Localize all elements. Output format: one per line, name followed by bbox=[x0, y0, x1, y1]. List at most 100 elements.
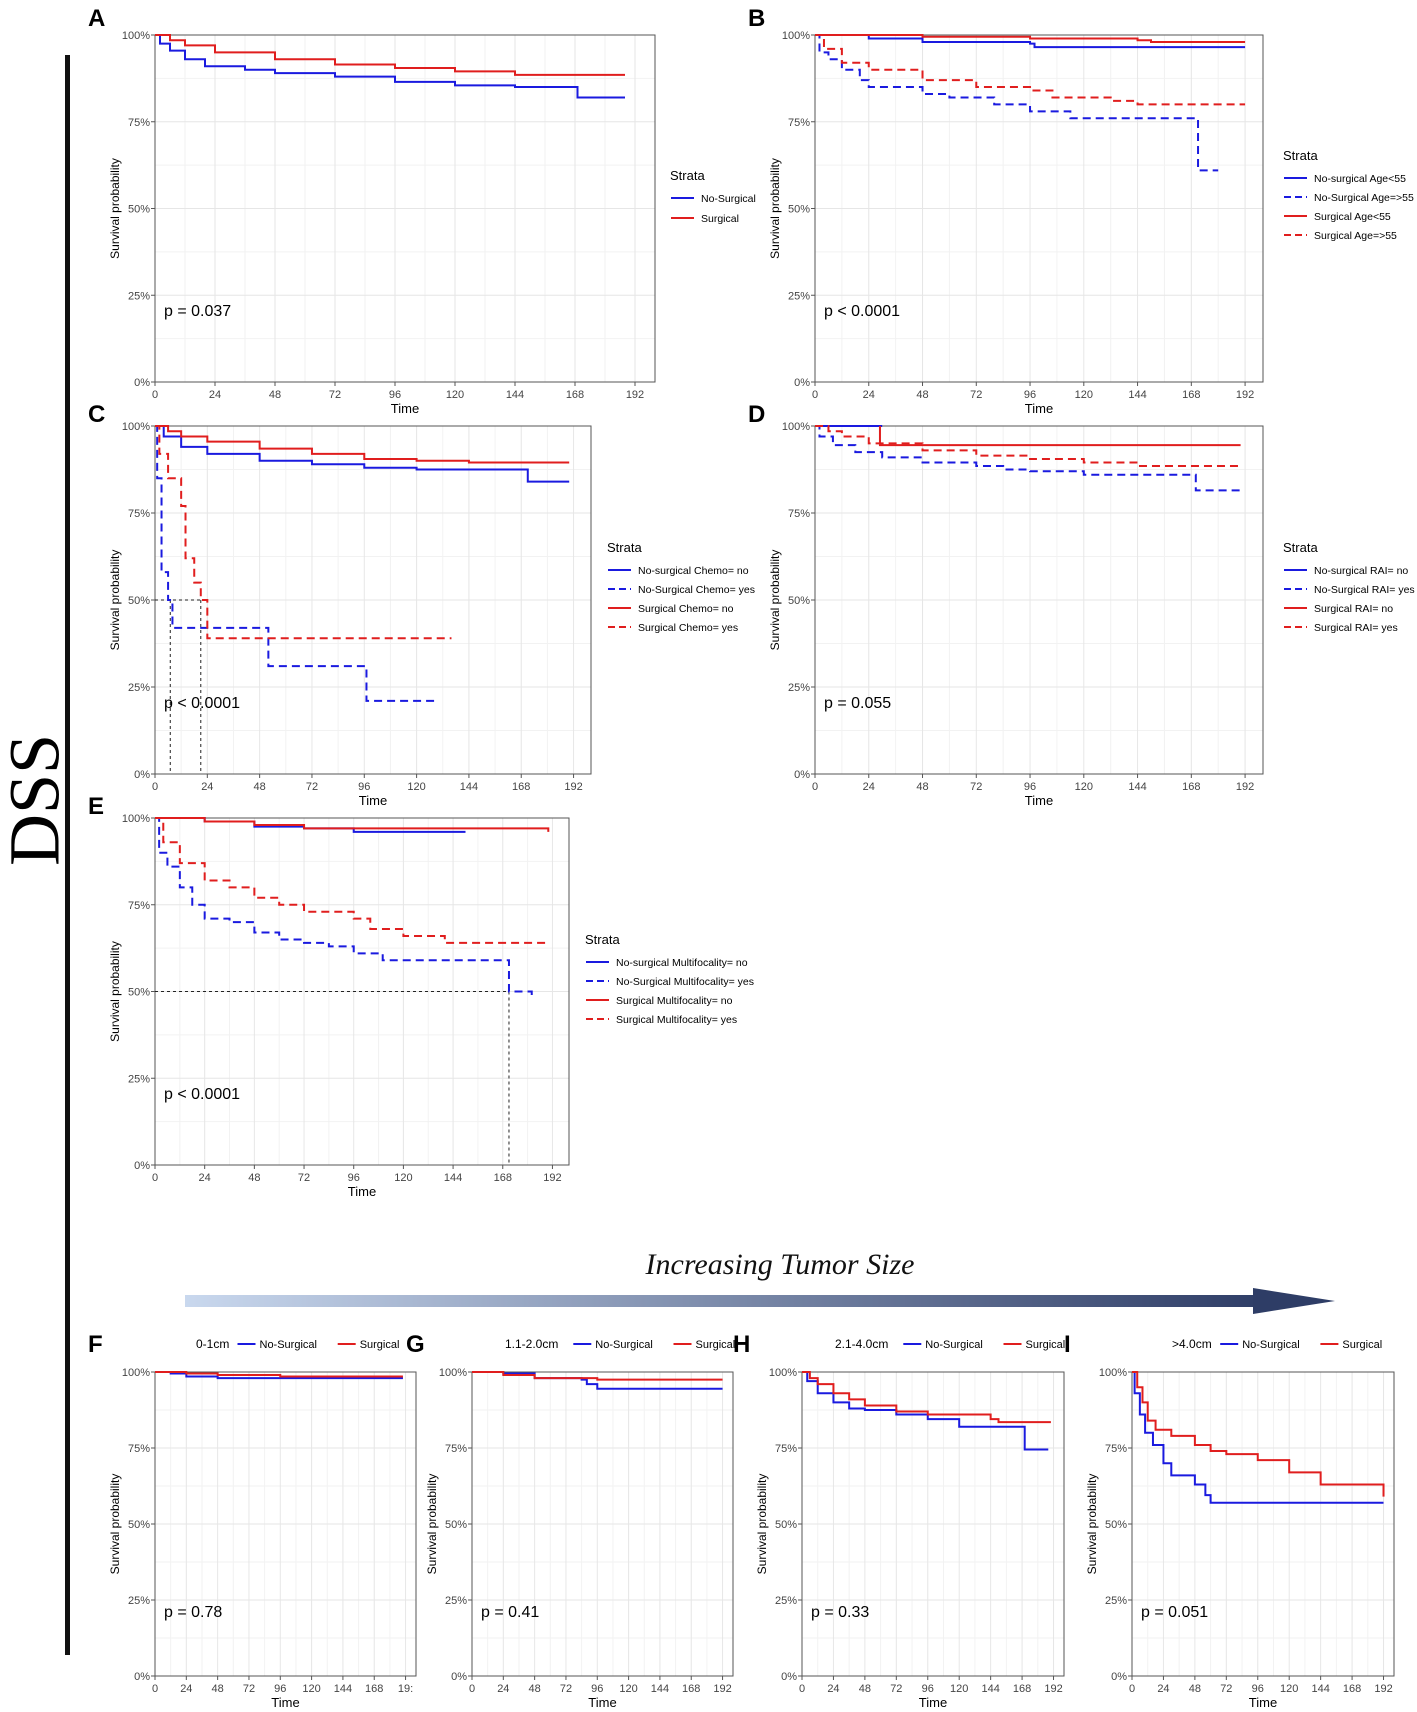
x-tick-label: 192 bbox=[1374, 1683, 1392, 1695]
survival-curve-c-3 bbox=[155, 425, 452, 640]
x-tick-label: 48 bbox=[1189, 1683, 1201, 1695]
x-axis-label: Time bbox=[919, 1695, 947, 1710]
legend-label: Surgical bbox=[360, 1339, 400, 1351]
panel-label-g: G bbox=[406, 1331, 425, 1358]
x-tick-label: 96 bbox=[922, 1683, 934, 1695]
x-tick-label: 192 bbox=[1236, 389, 1254, 401]
x-tick-label: 0 bbox=[1129, 1683, 1135, 1695]
legend-label: No-Surgical RAI= yes bbox=[1314, 584, 1415, 596]
x-tick-label: 72 bbox=[970, 781, 982, 793]
y-axis-label: Survival probability bbox=[108, 941, 122, 1042]
panel-label-c: C bbox=[88, 401, 105, 428]
legend-label: No-Surgical bbox=[260, 1339, 317, 1351]
x-axis-label: Time bbox=[588, 1695, 616, 1710]
y-axis-label: Survival probability bbox=[108, 1474, 122, 1575]
p-value-label: p = 0.051 bbox=[1141, 1604, 1208, 1621]
y-tick-label: 25% bbox=[128, 290, 150, 302]
x-tick-label: 48 bbox=[254, 781, 266, 793]
x-tick-label: 0 bbox=[152, 781, 158, 793]
y-tick-label: 75% bbox=[1105, 1443, 1127, 1455]
x-tick-label: 48 bbox=[529, 1683, 541, 1695]
x-tick-label: 24 bbox=[1157, 1683, 1169, 1695]
x-tick-label: 120 bbox=[394, 1172, 412, 1184]
y-tick-label: 100% bbox=[1099, 1367, 1127, 1379]
x-tick-label: 120 bbox=[1075, 389, 1093, 401]
y-tick-label: 50% bbox=[1105, 1519, 1127, 1531]
panel-label-b: B bbox=[748, 5, 765, 32]
survival-curve-f-1 bbox=[155, 1371, 403, 1378]
x-tick-label: 192 bbox=[1236, 781, 1254, 793]
survival-curve-e-1 bbox=[155, 817, 533, 995]
y-axis-label: Survival probability bbox=[425, 1474, 439, 1575]
x-tick-label: 120 bbox=[407, 781, 425, 793]
legend-title: Strata bbox=[1283, 148, 1318, 163]
legend-label: No-Surgical bbox=[925, 1339, 982, 1351]
panel-label-d: D bbox=[748, 401, 765, 428]
y-tick-label: 25% bbox=[775, 1595, 797, 1607]
x-tick-label: 168 bbox=[1182, 781, 1200, 793]
survival-curve-a-0 bbox=[155, 34, 625, 99]
y-tick-label: 75% bbox=[128, 900, 150, 912]
x-axis-label: Time bbox=[391, 401, 419, 416]
legend-label: No-surgical Multifocality= no bbox=[616, 957, 748, 969]
x-tick-label: 0 bbox=[152, 1683, 158, 1695]
x-tick-label: 48 bbox=[248, 1172, 260, 1184]
y-tick-label: 100% bbox=[769, 1367, 797, 1379]
x-tick-label: 168 bbox=[494, 1172, 512, 1184]
x-tick-label: 120 bbox=[619, 1683, 637, 1695]
tumor-size-arrow-icon bbox=[185, 1288, 1335, 1314]
y-tick-label: 0% bbox=[134, 769, 150, 781]
panel-c: C 0 24 48 72 96 120 144 168 192 0% 25% 50% 75% 100% Tim… bbox=[88, 401, 755, 808]
survival-curve-b-0 bbox=[815, 34, 1246, 49]
legend-label: No-Surgical Multifocality= yes bbox=[616, 976, 754, 988]
y-tick-label: 100% bbox=[782, 421, 810, 433]
y-tick-label: 50% bbox=[788, 595, 810, 607]
y-tick-label: 100% bbox=[122, 421, 150, 433]
legend-label: Surgical bbox=[1026, 1339, 1066, 1351]
legend-label: Surgical Chemo= yes bbox=[638, 622, 738, 634]
survival-curve-c-1 bbox=[155, 425, 439, 702]
legend-title: Strata bbox=[585, 932, 620, 947]
y-axis-label: Survival probability bbox=[108, 550, 122, 651]
x-tick-label: 72 bbox=[1220, 1683, 1232, 1695]
strata-title: 1.1-2.0cm bbox=[505, 1337, 558, 1351]
x-tick-label: 144 bbox=[334, 1683, 352, 1695]
panel-label-i: I bbox=[1064, 1331, 1071, 1358]
y-axis-label: Survival probability bbox=[108, 158, 122, 259]
p-value-label: p < 0.0001 bbox=[164, 695, 240, 712]
p-value-label: p = 0.037 bbox=[164, 303, 231, 320]
p-value-label: p < 0.0001 bbox=[824, 303, 900, 320]
x-axis-label: Time bbox=[1025, 793, 1053, 808]
y-tick-label: 75% bbox=[788, 508, 810, 520]
x-tick-label: 168 bbox=[1343, 1683, 1361, 1695]
x-tick-label: 48 bbox=[916, 781, 928, 793]
survival-curve-a-1 bbox=[155, 34, 625, 76]
legend-label: Surgical RAI= yes bbox=[1314, 622, 1398, 634]
survival-curve-h-0 bbox=[802, 1371, 1049, 1451]
x-tick-label: 144 bbox=[1128, 389, 1146, 401]
legend-label: Surgical bbox=[696, 1339, 736, 1351]
y-tick-label: 50% bbox=[775, 1519, 797, 1531]
x-tick-label: 120 bbox=[950, 1683, 968, 1695]
panel-label-a: A bbox=[88, 5, 105, 32]
x-tick-label: 96 bbox=[1252, 1683, 1264, 1695]
x-tick-label: 72 bbox=[970, 389, 982, 401]
survival-curve-h-1 bbox=[802, 1371, 1051, 1424]
x-tick-label: 24 bbox=[199, 1172, 211, 1184]
panel-d: D 0 24 48 72 96 120 144 168 192 0% 25% 50% 75% 100% Tim… bbox=[748, 401, 1415, 808]
x-axis-label: Time bbox=[348, 1184, 376, 1199]
y-tick-label: 0% bbox=[451, 1671, 467, 1683]
panel-h: H 0 24 48 72 96 120 144 168 192 0% 25% 50% 75% 100% Tim… bbox=[733, 1331, 1065, 1710]
x-tick-label: 168 bbox=[1013, 1683, 1031, 1695]
x-tick-label: 72 bbox=[560, 1683, 572, 1695]
legend-title: Strata bbox=[1283, 540, 1318, 555]
x-tick-label: 192 bbox=[713, 1683, 731, 1695]
survival-curve-g-1 bbox=[472, 1371, 723, 1381]
x-tick-label: 96 bbox=[274, 1683, 286, 1695]
p-value-label: p = 0.055 bbox=[824, 695, 891, 712]
x-tick-label: 19: bbox=[398, 1683, 413, 1695]
y-tick-label: 25% bbox=[1105, 1595, 1127, 1607]
x-tick-label: 24 bbox=[827, 1683, 839, 1695]
panel-g: G 0 24 48 72 96 120 144 168 192 0% 25% 50% 75% 100% Tim… bbox=[406, 1331, 735, 1710]
